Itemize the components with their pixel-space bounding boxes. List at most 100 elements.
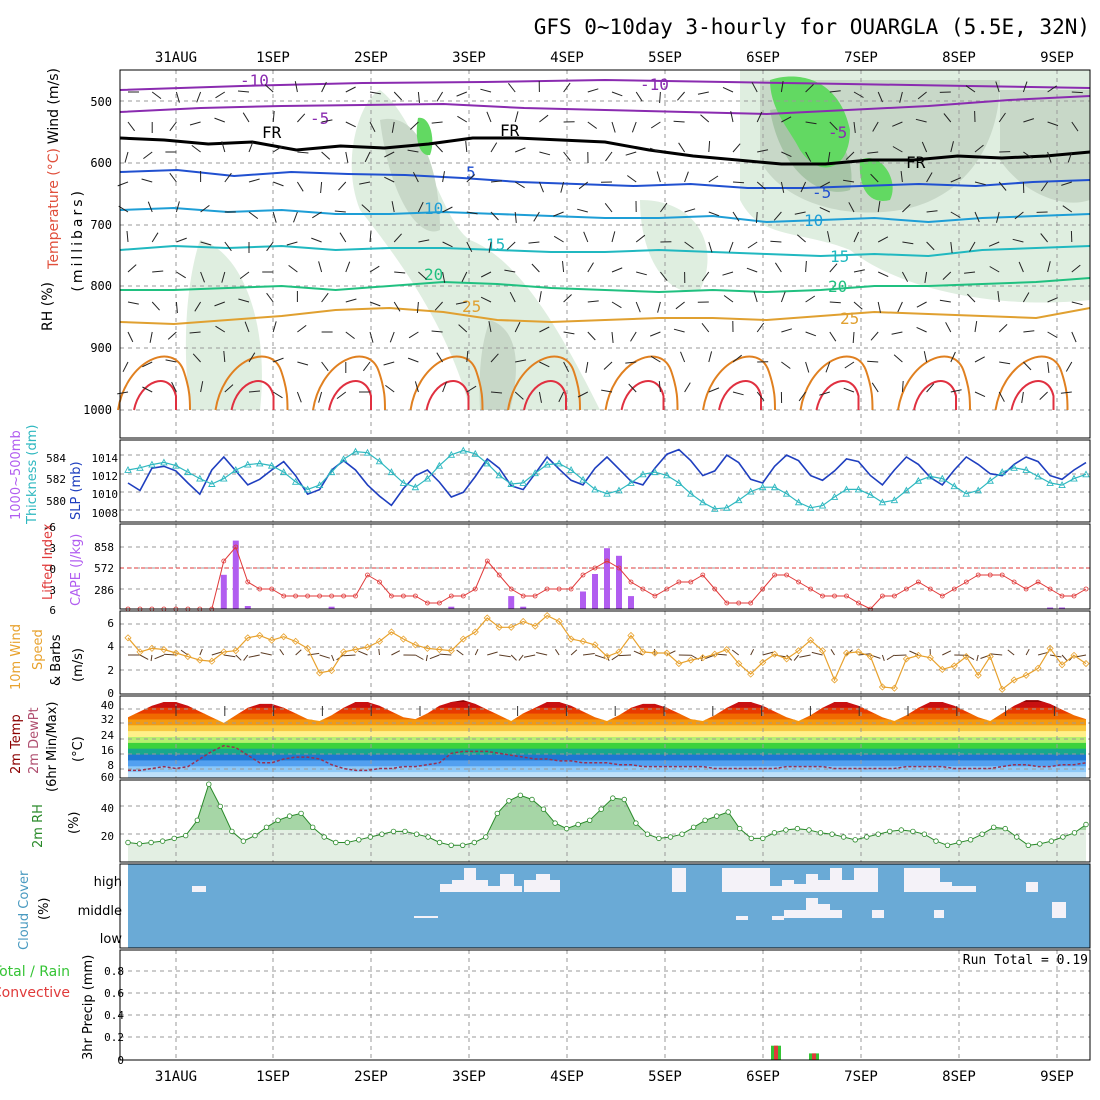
thickness-point bbox=[794, 498, 803, 506]
wind10-barb bbox=[163, 653, 176, 656]
rh2m-point bbox=[840, 834, 847, 840]
wind-barb bbox=[273, 357, 284, 363]
rh2m-point bbox=[367, 834, 374, 840]
wind-barb bbox=[756, 181, 766, 190]
wind-barb bbox=[176, 237, 187, 243]
thickness-point bbox=[1082, 470, 1090, 478]
wind-barb bbox=[732, 354, 743, 363]
cape-bar bbox=[592, 574, 598, 609]
cloud-cell bbox=[784, 910, 806, 918]
wind-barb bbox=[248, 211, 259, 220]
wind-barb bbox=[587, 331, 596, 341]
rh2m-point bbox=[344, 839, 350, 846]
wind10-barb bbox=[499, 654, 511, 658]
cape-bar bbox=[1059, 607, 1065, 609]
li-tick: 0 bbox=[49, 563, 56, 576]
rh2m-point bbox=[321, 834, 327, 840]
rh2m-point bbox=[921, 831, 928, 837]
wind-barb bbox=[515, 359, 527, 363]
temp2m-tick: 8 bbox=[107, 759, 114, 772]
li-point bbox=[233, 544, 239, 550]
rh-shading bbox=[1000, 90, 1090, 203]
wind-barb bbox=[805, 151, 812, 162]
wind10-point bbox=[1010, 676, 1018, 684]
rh2m-point bbox=[817, 830, 824, 836]
rh2m-point bbox=[483, 834, 489, 840]
date-label: 8SEP bbox=[942, 1069, 976, 1085]
wind-barb bbox=[488, 321, 492, 333]
date-label: 9SEP bbox=[1040, 1069, 1074, 1085]
wind-barb bbox=[650, 355, 661, 363]
wind-barb bbox=[480, 271, 492, 278]
rh2m-point bbox=[760, 835, 766, 842]
wind-barb bbox=[127, 301, 139, 305]
rh2m-point bbox=[967, 837, 974, 843]
li-point bbox=[388, 593, 394, 599]
surface-isotherm bbox=[409, 355, 484, 411]
li-point bbox=[1011, 579, 1017, 585]
date-label: 8SEP bbox=[942, 50, 976, 66]
rh2m-label: (%) bbox=[67, 812, 82, 835]
wind-barb bbox=[964, 271, 976, 274]
data-layer: -10 -10 -5 -5 -5 FR FR FR 5 10 10 15 15 20 20 25 25 bbox=[117, 71, 1091, 1060]
wind-barb bbox=[434, 301, 443, 311]
li-point bbox=[281, 593, 287, 599]
wind10-point bbox=[363, 643, 372, 651]
rh2m-point bbox=[540, 806, 547, 812]
wind-barb bbox=[200, 241, 212, 246]
wind-barb bbox=[805, 121, 817, 125]
li-point bbox=[664, 586, 670, 592]
wind-barb bbox=[244, 321, 250, 333]
wind-barb bbox=[384, 176, 395, 183]
rh2m-point bbox=[991, 824, 997, 830]
wind-barb bbox=[770, 240, 782, 243]
wind-barb bbox=[848, 202, 855, 213]
cape-tick: 286 bbox=[94, 584, 114, 597]
rh2m-point bbox=[517, 792, 524, 798]
wind-barb bbox=[364, 151, 371, 163]
wind-barb bbox=[345, 121, 356, 128]
panel-frame bbox=[119, 695, 1091, 779]
slp-tick: 1008 bbox=[92, 507, 119, 520]
li-point bbox=[963, 579, 969, 585]
wind-barb bbox=[224, 172, 232, 183]
rh2m-point bbox=[194, 817, 200, 823]
temp2m-label: 2m Temp bbox=[9, 714, 24, 774]
date-label: 1SEP bbox=[256, 1069, 290, 1085]
li-point bbox=[580, 572, 586, 578]
cloud-cell bbox=[672, 868, 686, 892]
date-label: 4SEP bbox=[550, 1069, 584, 1085]
temp2m-tick: 60 bbox=[101, 771, 114, 784]
wind-barb bbox=[780, 291, 786, 303]
wind-barb bbox=[215, 325, 226, 333]
wind10-point bbox=[543, 612, 551, 620]
cape-bar bbox=[604, 548, 610, 609]
wind-barb bbox=[385, 384, 395, 393]
rh2m-point bbox=[494, 810, 500, 817]
wind10-point bbox=[507, 623, 515, 631]
wind10-barb bbox=[456, 649, 464, 656]
cloud-cell bbox=[782, 880, 794, 892]
cloud-label: Cloud Cover bbox=[17, 870, 32, 950]
wind10-label: Speed bbox=[31, 629, 46, 670]
wind-barb bbox=[673, 120, 685, 123]
wind-barb bbox=[603, 361, 613, 370]
isotherm-5 bbox=[119, 168, 1091, 189]
wind-barb bbox=[1047, 261, 1051, 273]
li-point bbox=[892, 593, 897, 599]
wind-barb bbox=[176, 271, 186, 279]
li-point bbox=[640, 586, 646, 592]
upper-label-wind: Wind (m/s) bbox=[46, 68, 62, 144]
wind-barb bbox=[416, 301, 419, 314]
date-axis-bottom: 31AUG 1SEP 2SEP 3SEP 4SEP 5SEP 6SEP 7SEP… bbox=[155, 1069, 1074, 1085]
wind-barb bbox=[321, 151, 331, 160]
pressure-tick: 1000 bbox=[83, 403, 112, 417]
surface-isotherm bbox=[523, 380, 567, 411]
wind-barb bbox=[318, 261, 323, 273]
wind-barb bbox=[563, 361, 570, 373]
rh2m-point bbox=[667, 834, 674, 840]
wind-barb bbox=[563, 294, 572, 303]
wind-barb bbox=[169, 121, 177, 132]
wind-barb bbox=[650, 331, 661, 337]
thickness-point bbox=[447, 450, 456, 458]
